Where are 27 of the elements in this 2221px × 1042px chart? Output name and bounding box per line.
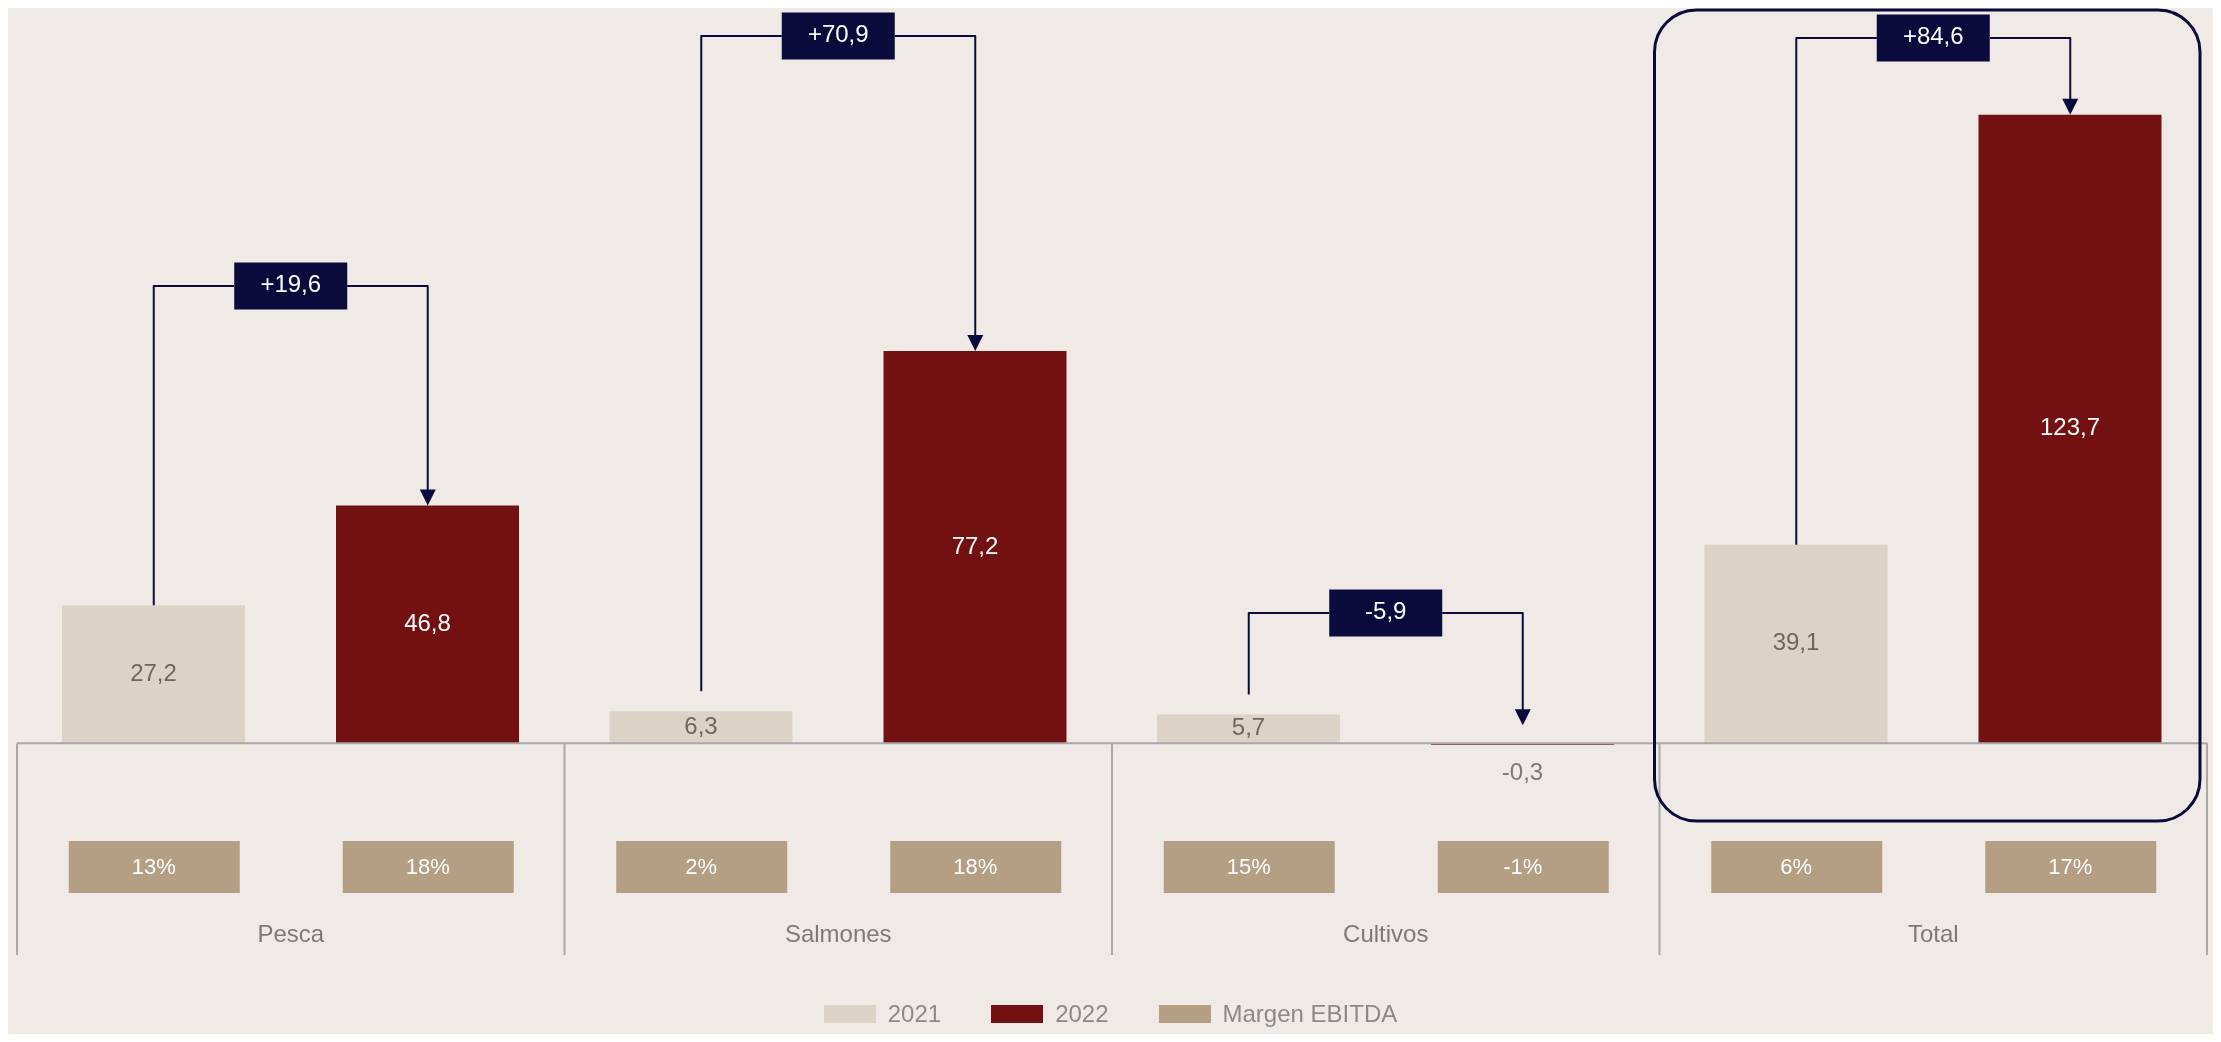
- data-label: 123,7: [2039, 413, 2101, 441]
- legend-label: 2022: [1055, 1000, 1109, 1028]
- data-label: 6,3: [684, 711, 718, 739]
- annotation: +19,6: [260, 270, 322, 298]
- x-tick-label: Salmones: [784, 920, 892, 948]
- x-tick-label: Total: [1907, 920, 1959, 948]
- text: 13%: [131, 853, 176, 879]
- legend-label: 2021: [887, 1000, 942, 1028]
- x-tick-label: Pesca: [257, 920, 325, 948]
- legend-label: Margen EBITDA: [1222, 1000, 1398, 1028]
- annotation: -5,9: [1365, 597, 1407, 625]
- data-label: 77,2: [951, 531, 999, 559]
- text: -1%: [1503, 853, 1543, 879]
- text: 2%: [685, 853, 718, 879]
- text: 6%: [1780, 853, 1813, 879]
- data-label: 46,8: [404, 608, 451, 636]
- data-label: 5,7: [1231, 713, 1266, 741]
- data-label: -0,3: [1501, 757, 1544, 785]
- text: +70,9: [807, 20, 869, 48]
- data-label: 39,1: [1772, 628, 1820, 656]
- text: 18%: [953, 853, 998, 879]
- data-label: 27,2: [130, 658, 177, 686]
- x-tick-label: Cultivos: [1343, 920, 1429, 948]
- text: 18%: [405, 853, 450, 879]
- text: +84,6: [1902, 22, 1964, 50]
- text: 15%: [1226, 853, 1271, 879]
- text: 17%: [2048, 853, 2093, 879]
